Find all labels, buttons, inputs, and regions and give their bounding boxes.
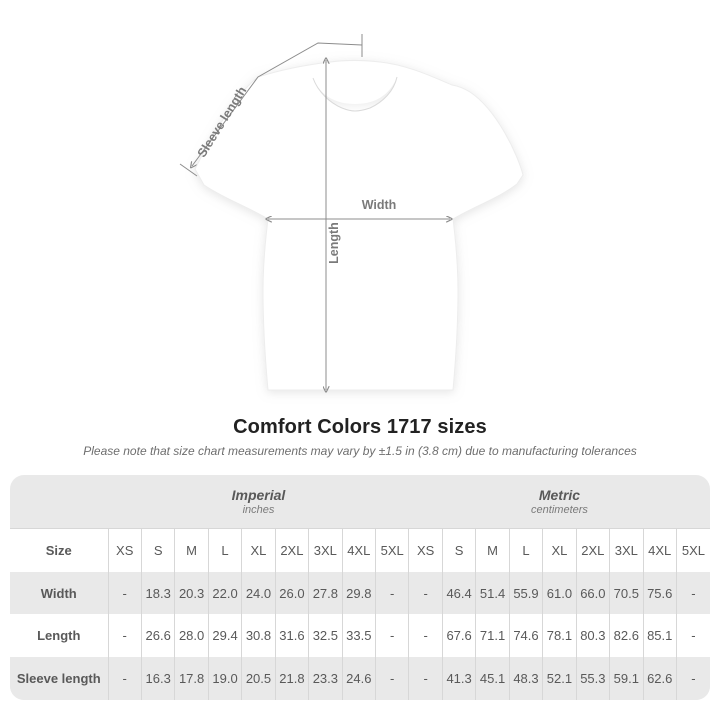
- svg-text:Width: Width: [362, 198, 397, 212]
